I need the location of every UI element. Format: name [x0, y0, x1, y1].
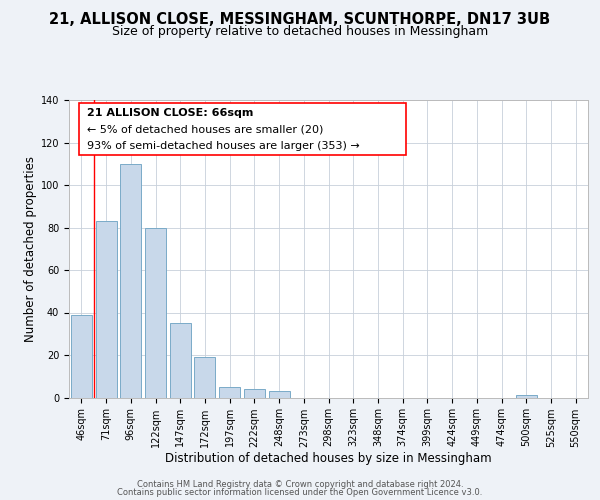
Bar — [219, 387, 240, 398]
FancyBboxPatch shape — [79, 103, 406, 155]
Bar — [145, 228, 166, 398]
Y-axis label: Number of detached properties: Number of detached properties — [23, 156, 37, 342]
Bar — [244, 389, 265, 398]
Text: 93% of semi-detached houses are larger (353) →: 93% of semi-detached houses are larger (… — [87, 141, 360, 151]
Bar — [516, 396, 537, 398]
Bar — [194, 357, 215, 398]
Text: Size of property relative to detached houses in Messingham: Size of property relative to detached ho… — [112, 25, 488, 38]
X-axis label: Distribution of detached houses by size in Messingham: Distribution of detached houses by size … — [165, 452, 492, 466]
Bar — [120, 164, 141, 398]
Bar — [71, 314, 92, 398]
Bar — [269, 391, 290, 398]
Text: 21 ALLISON CLOSE: 66sqm: 21 ALLISON CLOSE: 66sqm — [87, 108, 254, 118]
Bar — [170, 323, 191, 398]
Text: Contains HM Land Registry data © Crown copyright and database right 2024.: Contains HM Land Registry data © Crown c… — [137, 480, 463, 489]
Bar — [95, 221, 116, 398]
Text: ← 5% of detached houses are smaller (20): ← 5% of detached houses are smaller (20) — [87, 124, 323, 134]
Text: 21, ALLISON CLOSE, MESSINGHAM, SCUNTHORPE, DN17 3UB: 21, ALLISON CLOSE, MESSINGHAM, SCUNTHORP… — [49, 12, 551, 28]
Text: Contains public sector information licensed under the Open Government Licence v3: Contains public sector information licen… — [118, 488, 482, 497]
